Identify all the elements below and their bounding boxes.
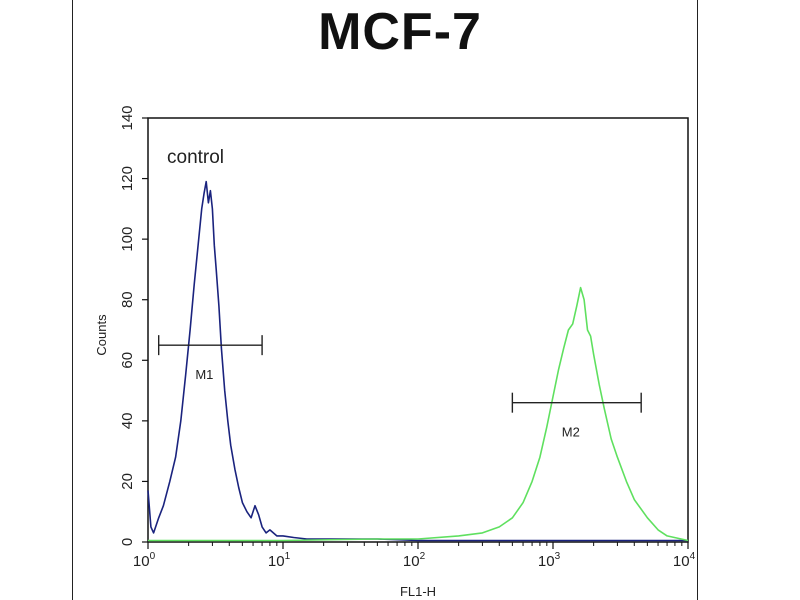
control-annotation: control bbox=[167, 147, 224, 168]
y-tick-label: 140 bbox=[119, 105, 136, 130]
y-axis-label: Counts bbox=[94, 314, 109, 356]
marker-label: M1 bbox=[195, 367, 213, 382]
plot-frame bbox=[72, 0, 698, 600]
x-axis-label: FL1-H bbox=[400, 584, 436, 599]
y-tick-label: 100 bbox=[119, 227, 136, 252]
x-tick-label: 101 bbox=[268, 551, 291, 570]
y-tick-label: 0 bbox=[119, 538, 136, 546]
sample-histogram-line bbox=[148, 286, 689, 542]
y-tick-label: 80 bbox=[119, 291, 136, 308]
x-tick-label: 100 bbox=[133, 551, 156, 570]
plot-area bbox=[147, 117, 689, 543]
chart-title: MCF-7 bbox=[318, 3, 482, 61]
y-tick-label: 20 bbox=[119, 473, 136, 490]
y-tick-label: 60 bbox=[119, 352, 136, 369]
x-tick-label: 103 bbox=[538, 551, 561, 570]
x-tick-label: 102 bbox=[403, 551, 426, 570]
control-histogram-line bbox=[147, 180, 688, 542]
y-tick-label: 40 bbox=[119, 413, 136, 430]
x-tick-label: 104 bbox=[673, 551, 696, 570]
y-tick-label: 120 bbox=[119, 166, 136, 191]
marker-label: M2 bbox=[562, 425, 580, 440]
